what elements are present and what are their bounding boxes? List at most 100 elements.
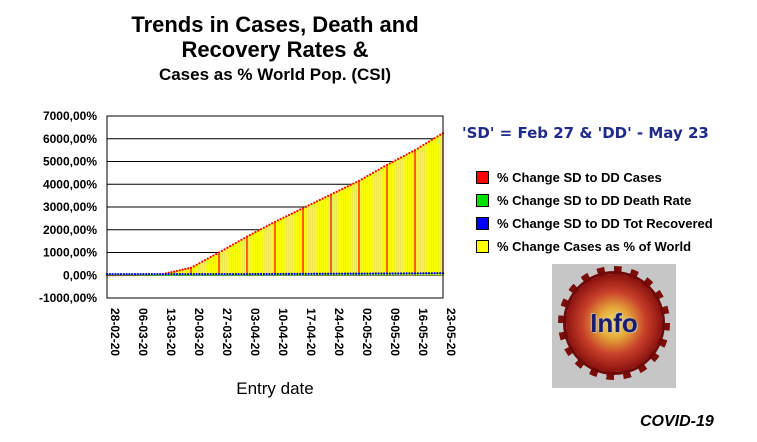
x-tick-label: 17-04-20 [304,308,318,356]
series-point [346,185,349,188]
series-point [352,182,355,185]
series-point [394,159,397,162]
series-point [299,272,302,275]
series-point [313,272,316,275]
title-line-3: Cases as % World Pop. (CSI) [158,64,392,84]
series-point [335,272,338,275]
legend-swatch-green [476,194,489,207]
series-point [335,190,338,193]
legend-swatch-yellow [476,240,489,253]
legend-swatch-blue [476,217,489,230]
series-point [318,198,321,202]
series-point [439,272,442,275]
y-tick-label: 4000,00% [43,177,97,191]
series-point [147,272,151,276]
series-point [419,272,422,275]
series-point [310,272,313,275]
series-point [240,272,243,276]
series-point [265,272,268,276]
series-point [436,135,439,138]
series-point [394,272,397,275]
y-tick-label: -1000,00% [39,291,97,305]
series-point [189,272,193,276]
series-point [245,272,249,276]
series-point [259,272,263,276]
title-line-1: Trends in Cases, Death and [131,12,419,37]
series-point [408,151,411,155]
y-tick-label: 0,00% [63,268,97,282]
legend-item-recovered: % Change SD to DD Tot Recovered [476,212,713,235]
series-point [391,272,394,275]
series-point [371,272,375,275]
series-point [433,137,436,140]
series-point [307,272,310,275]
series-point [397,157,400,161]
series-point [355,181,358,184]
series-point [259,228,263,231]
series-point [363,272,366,275]
series-point [254,231,257,234]
series-point [327,194,330,197]
series-point [369,272,372,275]
series-point [114,272,117,276]
series-point [349,272,352,275]
series-point [388,162,391,165]
series-point [321,272,324,275]
series-point [436,272,439,275]
series-point [304,205,307,208]
series-point [248,272,251,276]
series-point [282,216,285,219]
series-point [355,272,358,275]
series-point [287,272,291,275]
series-point [187,267,190,270]
series-point [388,272,391,275]
chart-title: Trends in Cases, Death and Recovery Rate… [80,12,470,84]
info-virus-button[interactable]: Info [552,264,676,388]
legend-label: % Change Cases as % of World [497,239,692,254]
x-tick-label: 16-05-20 [416,308,430,356]
series-point [422,143,425,147]
series-point [360,272,363,275]
series-point [341,272,344,275]
series-point [391,160,394,164]
series-point [324,196,327,199]
series-point [192,265,195,268]
series-point [430,272,433,275]
series-point [145,272,148,276]
series-point [301,207,305,210]
y-tick-label: 5000,00% [43,155,97,169]
series-point [195,272,198,276]
y-tick-label: 6000,00% [43,132,97,146]
series-point [243,237,246,240]
x-tick-label: 02-05-20 [360,308,374,356]
series-point [131,272,134,276]
series-point [293,211,296,214]
series-point [343,186,347,189]
series-point [268,223,271,226]
series-point [433,272,436,275]
series-point [385,163,389,167]
series-point [251,272,254,276]
series-point [125,272,128,276]
series-point [380,272,383,275]
series-point [357,179,361,182]
series-point [170,271,173,274]
series-point [329,193,333,196]
y-tick-label: 2000,00% [43,223,97,237]
series-point [346,272,349,275]
series-point [139,272,142,276]
series-point [439,133,442,136]
series-point [201,272,204,276]
series-point [240,238,243,241]
series-point [430,138,433,141]
series-point [313,201,316,204]
legend-label: % Change SD to DD Tot Recovered [497,216,713,231]
series-point [192,272,195,276]
x-tick-label: 03-04-20 [248,308,262,356]
x-tick-label: 10-04-20 [276,308,290,356]
series-point [136,272,139,276]
series-point [307,204,310,207]
series-point [369,173,372,176]
series-point [231,243,235,246]
series-point [268,272,271,276]
